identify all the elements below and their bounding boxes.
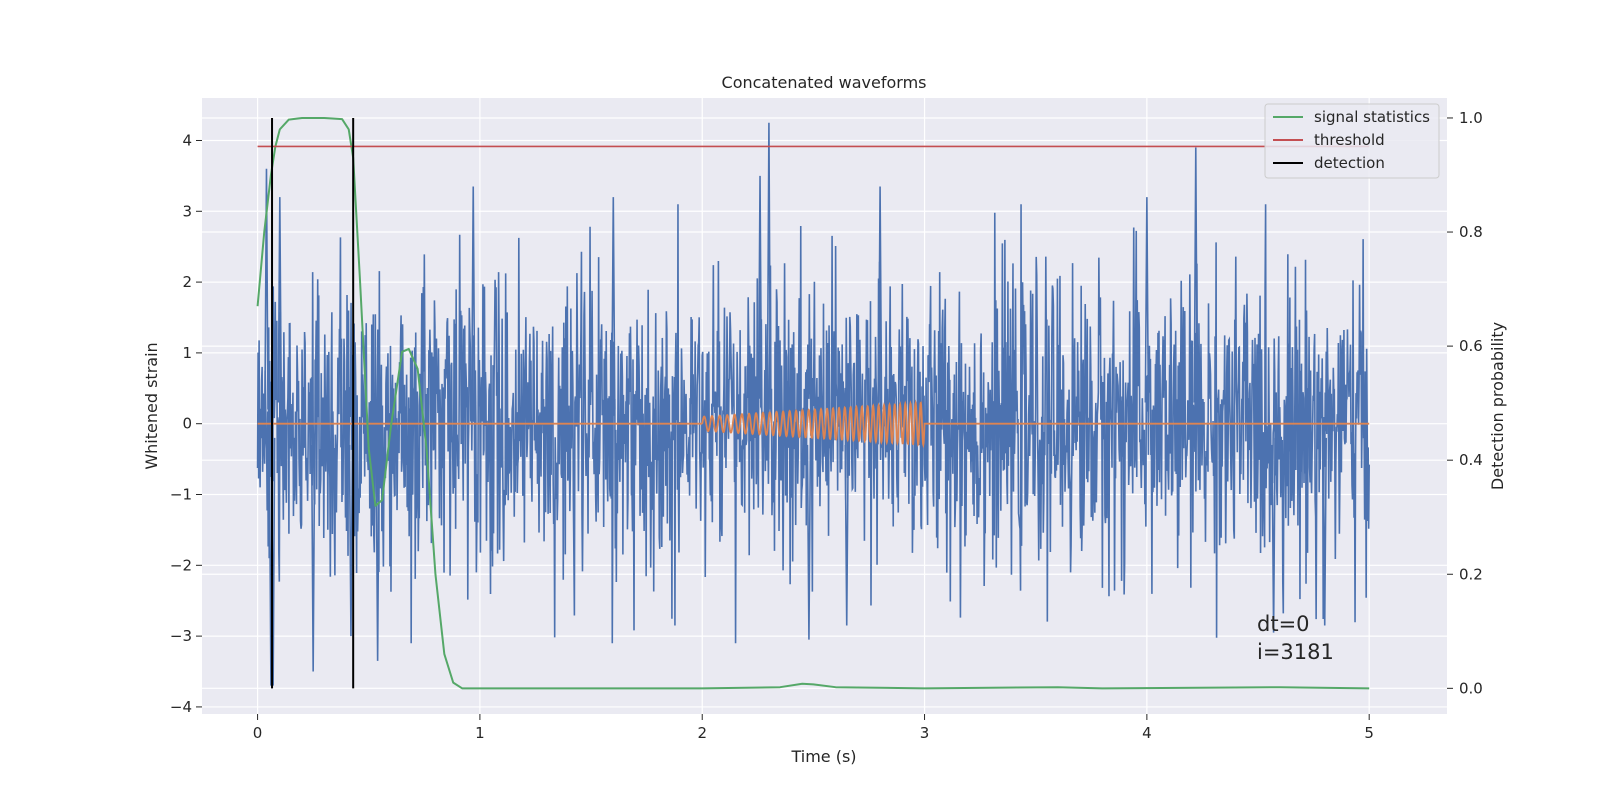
noise-spike bbox=[470, 186, 476, 410]
y2-axis-label: Detection probability bbox=[1488, 322, 1507, 490]
x-tick-label: 0 bbox=[253, 724, 263, 742]
injection-series bbox=[257, 399, 1370, 449]
noise-spike bbox=[610, 197, 616, 410]
y-tick-label: 3 bbox=[182, 202, 192, 220]
y-tick-label: −2 bbox=[170, 556, 192, 574]
signal-statistics-series bbox=[256, 116, 1370, 690]
x-tick-label: 1 bbox=[475, 724, 485, 742]
y-axis-left: −4 −3 −2 −1 0 1 2 3 4 bbox=[170, 131, 202, 716]
annotation-index: i=3181 bbox=[1257, 640, 1334, 664]
noise-spike bbox=[757, 175, 763, 410]
x-tick-label: 3 bbox=[920, 724, 930, 742]
x-tick-label: 2 bbox=[697, 724, 707, 742]
noise-spike bbox=[844, 437, 850, 626]
noise-spike bbox=[766, 122, 772, 410]
y2-tick-label: 0.8 bbox=[1459, 223, 1483, 241]
y-axis-label: Whitened strain bbox=[142, 342, 161, 469]
y2-tick-label: 0.0 bbox=[1459, 679, 1483, 697]
y-tick-label: 2 bbox=[182, 273, 192, 291]
legend-label-threshold: threshold bbox=[1314, 131, 1385, 149]
x-axis-label: Time (s) bbox=[790, 747, 856, 766]
y-tick-label: 0 bbox=[182, 415, 192, 433]
legend-label-signal-statistics: signal statistics bbox=[1314, 108, 1430, 126]
injection-line bbox=[257, 399, 1370, 449]
y-tick-label: −3 bbox=[170, 627, 192, 645]
noise-spike bbox=[310, 437, 316, 672]
y-tick-label: −4 bbox=[170, 698, 192, 716]
y-tick-label: 1 bbox=[182, 344, 192, 362]
signal-statistics-line bbox=[256, 116, 1370, 690]
y2-tick-label: 0.2 bbox=[1459, 565, 1483, 583]
y2-tick-label: 0.6 bbox=[1459, 337, 1483, 355]
legend-label-detection: detection bbox=[1314, 154, 1385, 172]
y2-tick-label: 0.4 bbox=[1459, 451, 1483, 469]
noise-spike bbox=[264, 168, 269, 410]
y-tick-label: 4 bbox=[182, 131, 192, 149]
noise-line bbox=[256, 204, 1370, 644]
legend: signal statistics threshold detection bbox=[1264, 103, 1440, 179]
x-tick-label: 5 bbox=[1364, 724, 1374, 742]
chart-title: Concatenated waveforms bbox=[722, 73, 927, 92]
y2-tick-label: 1.0 bbox=[1459, 109, 1483, 127]
x-axis: 0 1 2 3 4 5 bbox=[253, 714, 1374, 742]
y-axis-right: 0.0 0.2 0.4 0.6 0.8 1.0 bbox=[1447, 109, 1483, 697]
noise-spike bbox=[806, 437, 812, 640]
noise-spike bbox=[877, 186, 883, 410]
x-tick-label: 4 bbox=[1142, 724, 1152, 742]
noise-spike bbox=[1322, 437, 1328, 626]
y-tick-label: −1 bbox=[170, 486, 192, 504]
legend-box bbox=[1264, 103, 1440, 179]
annotation-dt: dt=0 bbox=[1257, 612, 1310, 636]
noise-spike bbox=[277, 197, 283, 410]
noise-spike bbox=[1144, 197, 1150, 410]
detection-series bbox=[271, 117, 355, 689]
noise-spike bbox=[1193, 147, 1199, 410]
